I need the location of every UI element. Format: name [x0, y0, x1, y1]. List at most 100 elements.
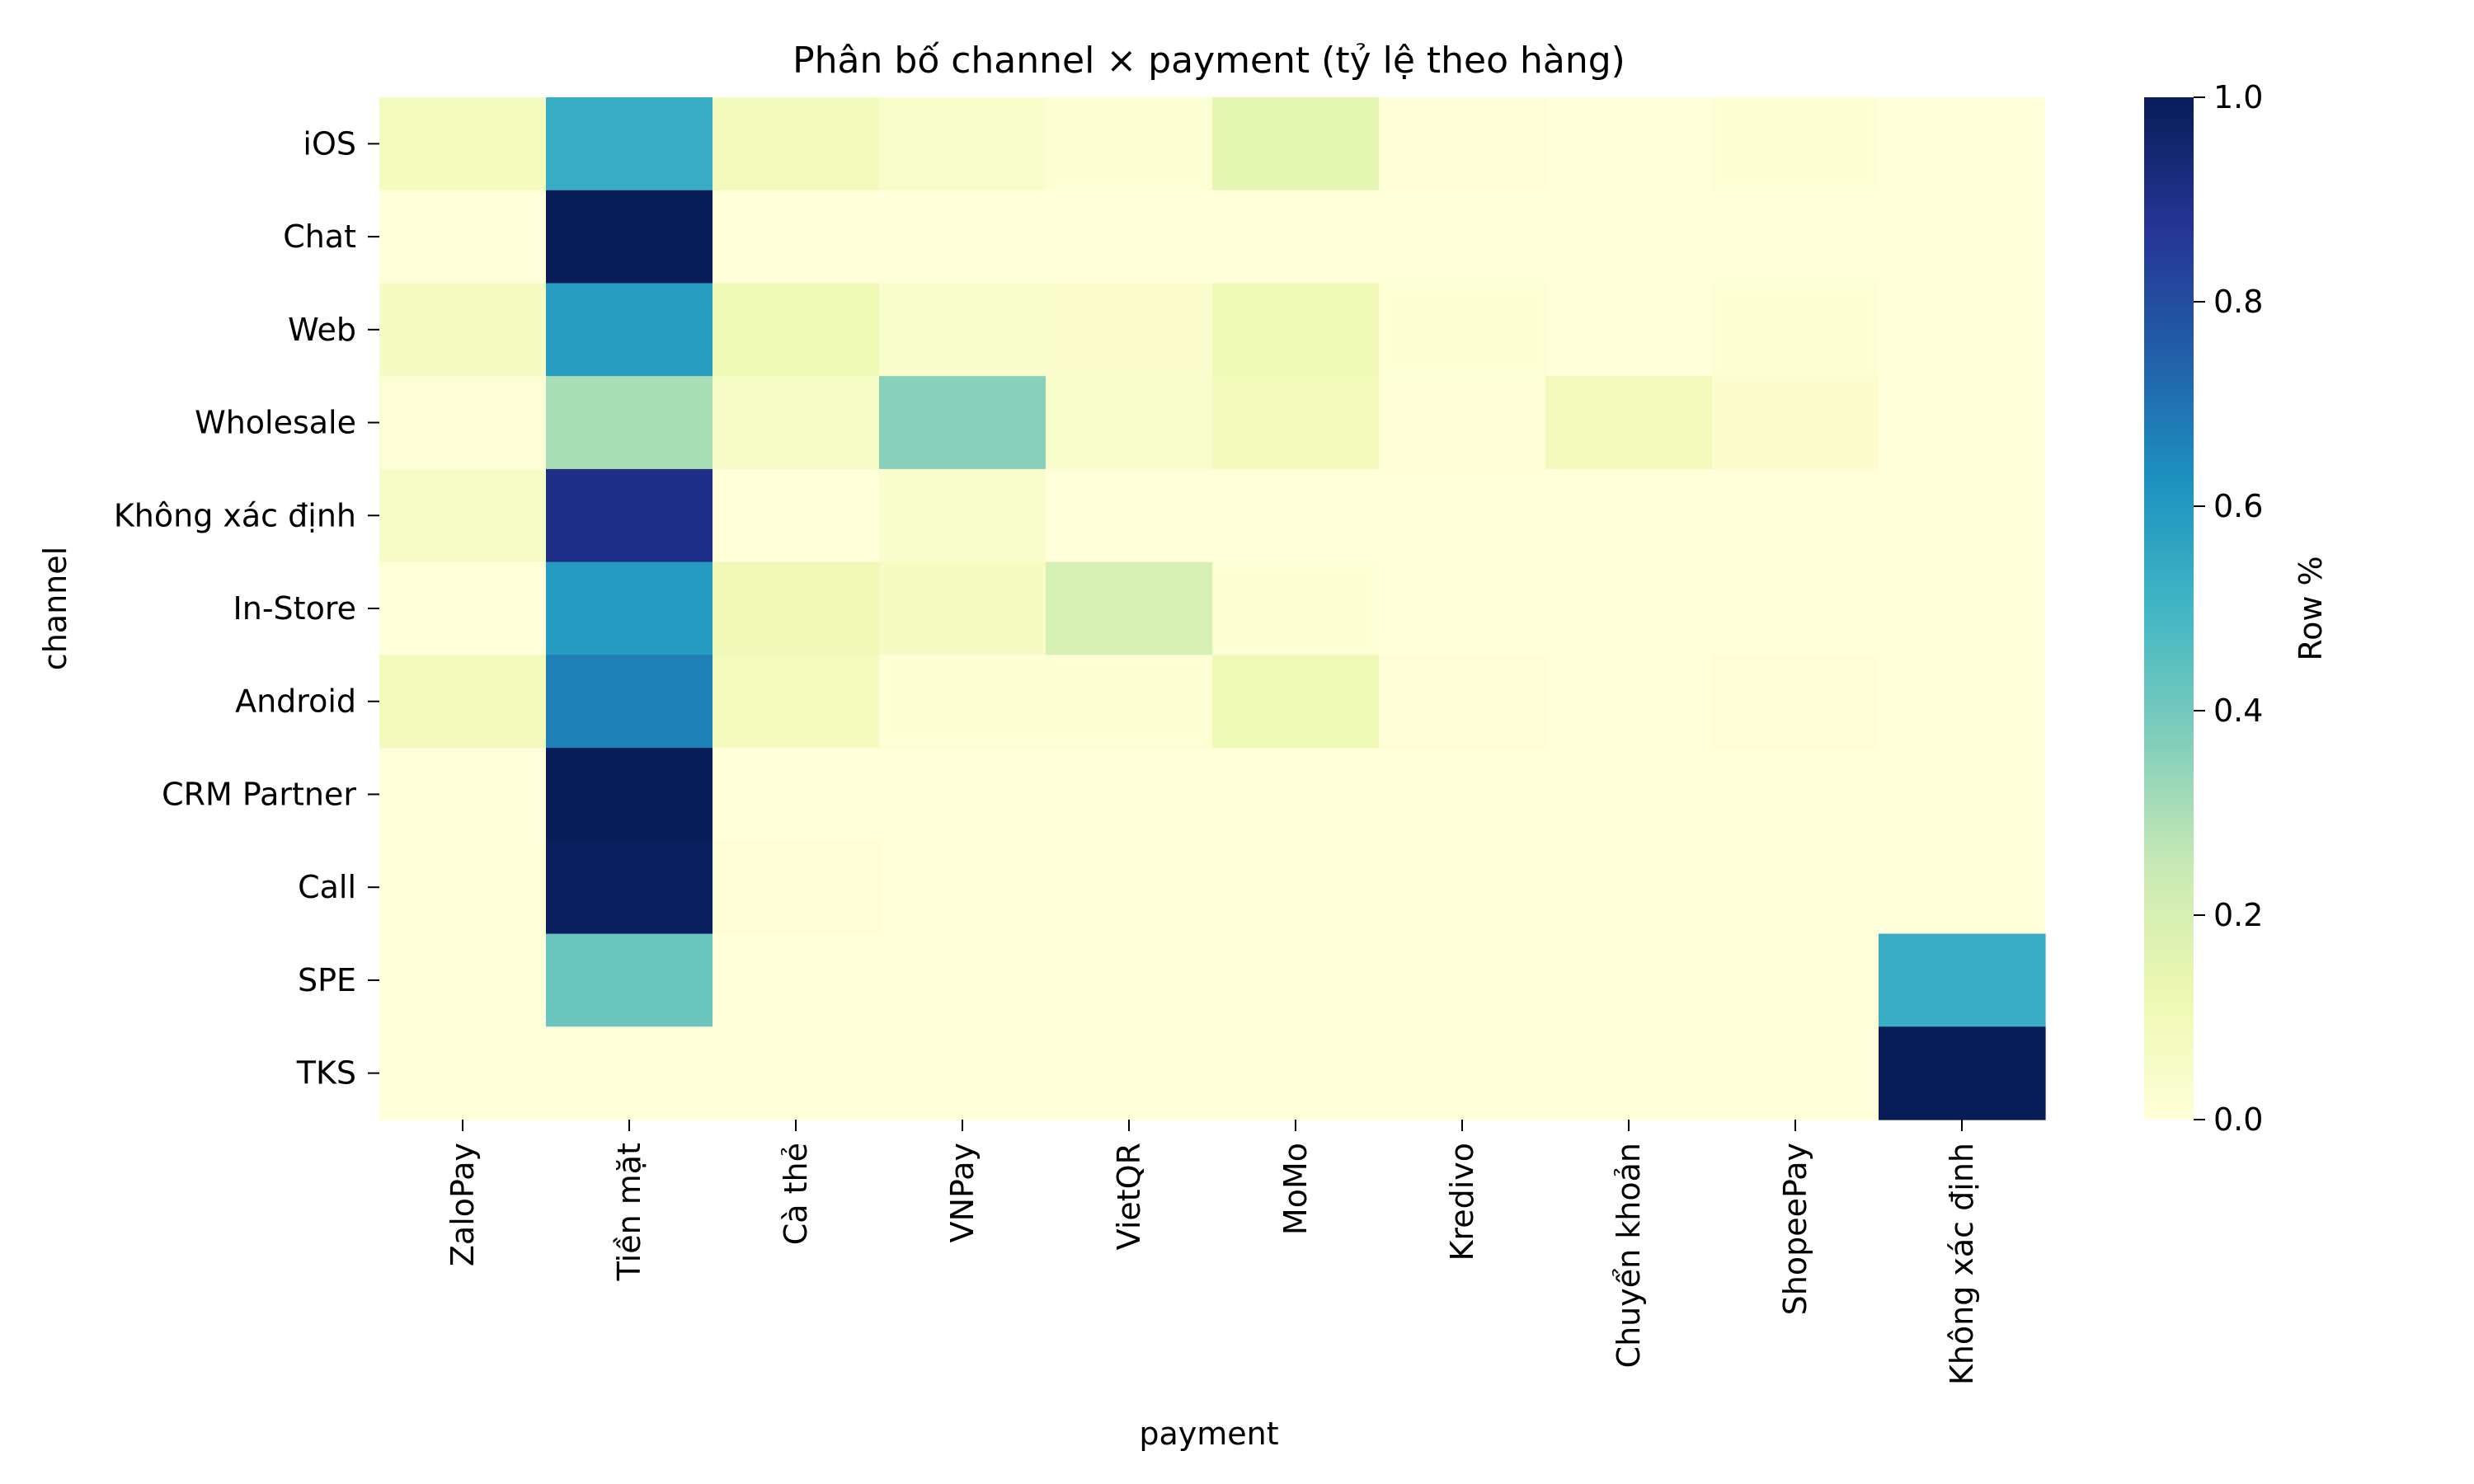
heatmap-cell: [546, 655, 713, 749]
heatmap-cell: [1879, 376, 2046, 470]
heatmap-cell: [713, 1026, 880, 1120]
heatmap-cell: [1046, 283, 1213, 377]
y-tick-label: Web: [288, 312, 356, 348]
x-tick-label: Kredivo: [1444, 1143, 1480, 1261]
heatmap-cell: [1545, 376, 1713, 470]
heatmap-cell: [1046, 561, 1213, 655]
heatmap-cell: [546, 1026, 713, 1120]
heatmap-cell: [1212, 190, 1380, 284]
heatmap-cell: [1879, 1026, 2046, 1120]
heatmap-cell: [1046, 468, 1213, 563]
heatmap-cell: [379, 1026, 547, 1120]
heatmap-cell: [546, 376, 713, 470]
colorbar-tick-label: 1.0: [2213, 79, 2263, 115]
colorbar-tick-label: 0.6: [2213, 488, 2263, 524]
colorbar-label: Row %: [2293, 556, 2329, 660]
y-tick-label: iOS: [303, 125, 356, 162]
heatmap-cell: [713, 376, 880, 470]
heatmap-cell: [1046, 748, 1213, 842]
heatmap-cell: [1712, 655, 1879, 749]
heatmap-cell: [879, 748, 1047, 842]
heatmap-cell: [1712, 468, 1879, 563]
heatmap-cell: [379, 97, 547, 191]
y-tick-label: SPE: [298, 962, 356, 998]
heatmap-cell: [1046, 933, 1213, 1027]
x-tick-label: VNPay: [944, 1143, 981, 1242]
heatmap-cell: [546, 97, 713, 191]
heatmap-cell: [1545, 190, 1713, 284]
heatmap-cell: [1212, 655, 1380, 749]
heatmap-cell: [1879, 748, 2046, 842]
y-tick-label: Android: [235, 683, 356, 720]
colorbar-tick-label: 0.0: [2213, 1101, 2263, 1138]
heatmap-cell: [1046, 97, 1213, 191]
heatmap-cell: [879, 97, 1047, 191]
heatmap-cell: [1712, 1026, 1879, 1120]
colorbar-tick-label: 0.8: [2213, 284, 2263, 320]
heatmap-cell: [1879, 97, 2046, 191]
heatmap-cell: [1379, 468, 1546, 563]
x-tick-label: ShopeePay: [1777, 1143, 1813, 1315]
heatmap-cell: [1879, 190, 2046, 284]
heatmap-cell: [379, 840, 547, 935]
heatmap-cell: [379, 561, 547, 655]
heatmap-cell: [1879, 933, 2046, 1027]
heatmap-cell: [1212, 933, 1380, 1027]
heatmap-cell: [1212, 1026, 1380, 1120]
heatmap-cell: [379, 190, 547, 284]
heatmap-cell: [546, 933, 713, 1027]
colorbar-tick-label: 0.2: [2213, 897, 2263, 933]
y-tick-label: Chat: [283, 218, 356, 255]
x-tick-label: MoMo: [1277, 1143, 1314, 1235]
y-tick-label: In-Store: [233, 590, 356, 627]
heatmap-cell: [1712, 376, 1879, 470]
heatmap-cell: [1379, 97, 1546, 191]
heatmap-cell: [713, 933, 880, 1027]
heatmap-cell: [1879, 840, 2046, 935]
heatmap-cell: [546, 748, 713, 842]
y-tick-label: Không xác định: [114, 497, 356, 533]
heatmap-cell: [879, 561, 1047, 655]
heatmap-cell: [713, 561, 880, 655]
heatmap-cell: [1879, 561, 2046, 655]
heatmap-cell: [1046, 1026, 1213, 1120]
heatmap-cell: [1545, 283, 1713, 377]
heatmap-cell: [1212, 376, 1380, 470]
heatmap-cell: [379, 655, 547, 749]
heatmap-cell: [879, 840, 1047, 935]
heatmap-cell: [879, 283, 1047, 377]
heatmap-cell: [1712, 748, 1879, 842]
y-tick-label: Wholesale: [195, 405, 356, 441]
heatmap-cell: [379, 376, 547, 470]
x-tick-label: VietQR: [1111, 1143, 1147, 1250]
heatmap-cell: [1712, 283, 1879, 377]
heatmap-cell: [546, 561, 713, 655]
heatmap-cell: [713, 840, 880, 935]
heatmap-cell: [1545, 655, 1713, 749]
x-tick-labels: ZaloPay Tiền mặt Cà thẻ VNPay VietQR MoMo Kred…: [444, 1120, 1980, 1385]
heatmap-cell: [879, 376, 1047, 470]
heatmap-cell: [1212, 748, 1380, 842]
heatmap-cell: [1712, 561, 1879, 655]
x-tick-label: Tiền mặt: [611, 1143, 647, 1281]
heatmap-cell: [1379, 561, 1546, 655]
heatmap-cell: [1046, 655, 1213, 749]
chart-title: Phân bố channel × payment (tỷ lệ theo hà…: [793, 40, 1625, 82]
heatmap-cell: [879, 190, 1047, 284]
heatmap-cell: [1046, 376, 1213, 470]
heatmap-cell: [1212, 97, 1380, 191]
heatmap-cell: [1379, 190, 1546, 284]
heatmap-cell: [1379, 933, 1546, 1027]
heatmap-cell: [1712, 190, 1879, 284]
y-tick-label: Call: [298, 869, 356, 905]
x-tick-label: Không xác định: [1944, 1143, 1980, 1385]
heatmap-cell: [713, 655, 880, 749]
heatmap-cell: [1545, 468, 1713, 563]
heatmap-cell: [713, 748, 880, 842]
heatmap-cell: [1545, 748, 1713, 842]
y-tick-label: CRM Partner: [162, 776, 356, 812]
x-tick-label: Chuyển khoản: [1611, 1143, 1647, 1368]
heatmap-cell: [546, 190, 713, 284]
heatmap-cell: [1879, 283, 2046, 377]
